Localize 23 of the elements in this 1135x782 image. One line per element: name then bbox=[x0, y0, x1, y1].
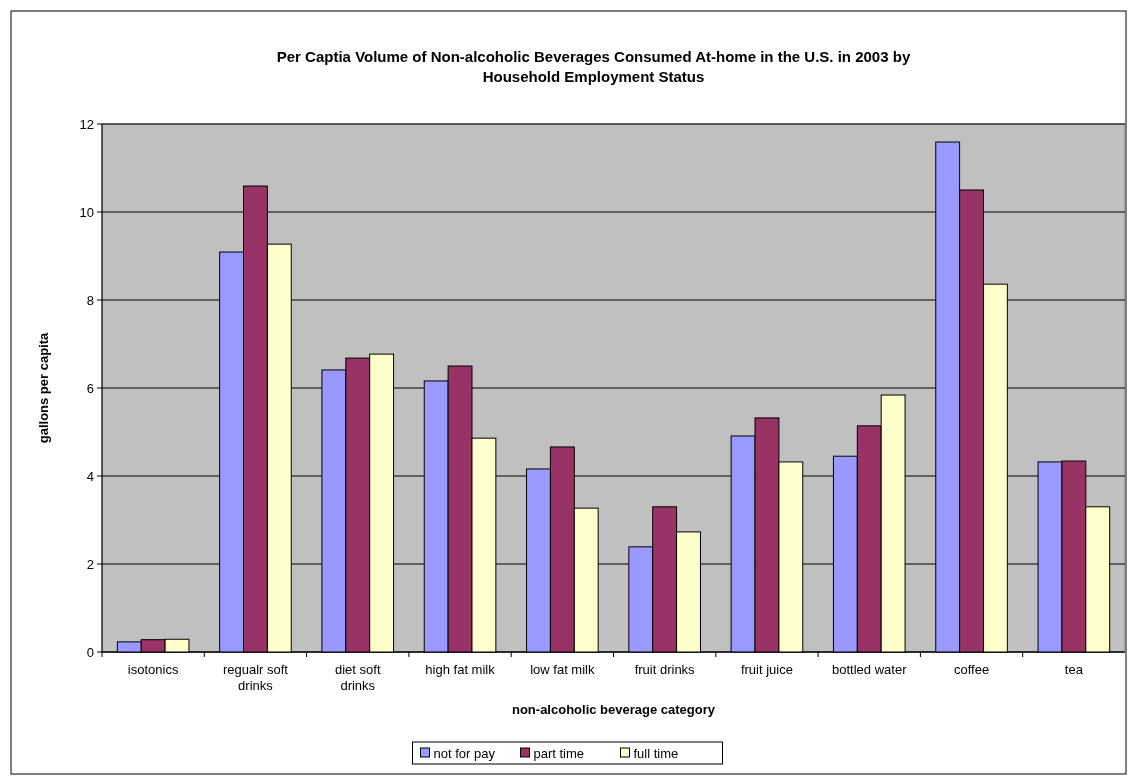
y-tick-label: 10 bbox=[79, 204, 94, 220]
y-tick-label: 12 bbox=[79, 116, 94, 132]
y-tick-label: 2 bbox=[86, 556, 94, 572]
x-tick-label: coffee bbox=[953, 662, 990, 677]
y-tick-label: 4 bbox=[86, 468, 94, 484]
y-tick-label: 0 bbox=[86, 644, 94, 660]
legend-label: full time bbox=[633, 745, 679, 761]
x-tick-label: low fat milk bbox=[530, 662, 595, 677]
x-tick-label: regualr soft drinks bbox=[222, 662, 289, 693]
x-tick-label: fruit drinks bbox=[634, 662, 696, 677]
x-tick-label: bottled water bbox=[832, 662, 908, 677]
y-tick-label: 6 bbox=[86, 380, 94, 396]
x-tick-label: tea bbox=[1064, 662, 1084, 677]
legend-label: not for pay bbox=[433, 745, 496, 761]
x-tick-label: high fat milk bbox=[425, 662, 496, 677]
legend-label: part time bbox=[533, 745, 585, 761]
x-tick-label: fruit juice bbox=[740, 662, 793, 677]
x-axis-title: non-alcoholic beverage category bbox=[511, 702, 716, 717]
y-tick-label: 8 bbox=[86, 292, 94, 308]
y-axis-title: gallons per capita bbox=[36, 331, 51, 444]
x-tick-label: isotonics bbox=[127, 662, 179, 677]
x-tick-label: diet soft drinks bbox=[334, 662, 381, 693]
chart-title: Per Captia Volume of Non-alcoholic Beverages Consumed At-home in the U.S. in 2003 by Household Employment Status bbox=[276, 48, 911, 85]
